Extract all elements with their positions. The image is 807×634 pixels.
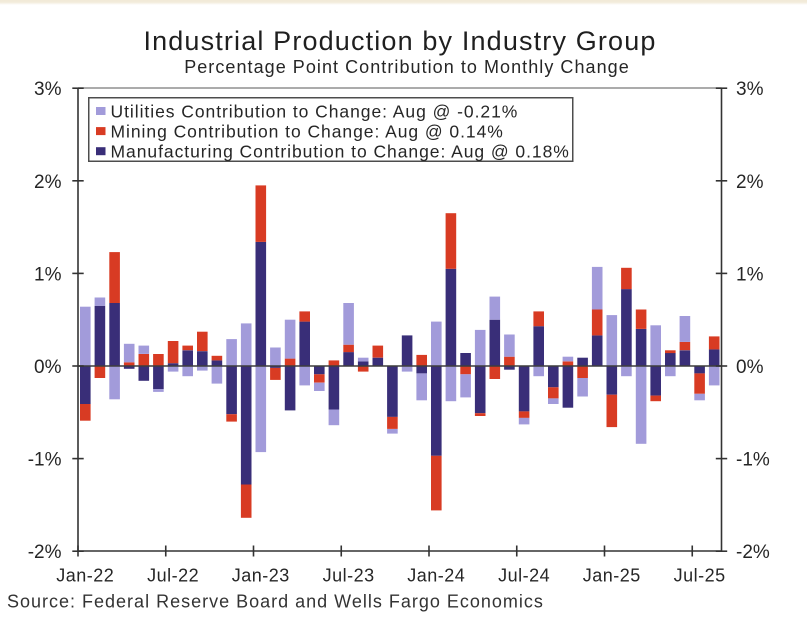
svg-text:Utilities Contribution to Chan: Utilities Contribution to Change: Aug @ … [111,101,519,121]
svg-text:3%: 3% [34,79,62,100]
svg-text:Jan-22: Jan-22 [56,566,114,586]
svg-text:Jan-23: Jan-23 [232,566,290,586]
svg-text:Source: Federal Reserve Board: Source: Federal Reserve Board and Wells … [7,592,544,612]
svg-text:2%: 2% [34,172,62,193]
svg-text:-1%: -1% [28,450,62,471]
svg-text:Industrial Production by Indus: Industrial Production by Industry Group [143,26,656,56]
svg-text:-1%: -1% [736,450,770,471]
svg-text:Mining Contribution to Change:: Mining Contribution to Change: Aug @ 0.1… [111,122,504,142]
svg-text:Jul-25: Jul-25 [674,566,726,586]
svg-text:0%: 0% [736,357,764,378]
svg-text:Jan-24: Jan-24 [407,566,465,586]
svg-text:Jul-23: Jul-23 [323,566,375,586]
svg-text:-2%: -2% [736,542,770,563]
svg-text:3%: 3% [736,79,764,100]
svg-text:Jan-25: Jan-25 [583,566,641,586]
svg-text:Percentage Point Contribution: Percentage Point Contribution to Monthly… [184,57,630,77]
svg-text:Jul-24: Jul-24 [498,566,550,586]
svg-text:1%: 1% [34,264,62,285]
svg-text:-2%: -2% [28,542,62,563]
svg-text:1%: 1% [736,264,764,285]
svg-text:2%: 2% [736,172,764,193]
svg-text:Manufacturing Contribution to: Manufacturing Contribution to Change: Au… [111,142,570,162]
svg-text:Jul-22: Jul-22 [147,566,199,586]
svg-text:0%: 0% [34,357,62,378]
